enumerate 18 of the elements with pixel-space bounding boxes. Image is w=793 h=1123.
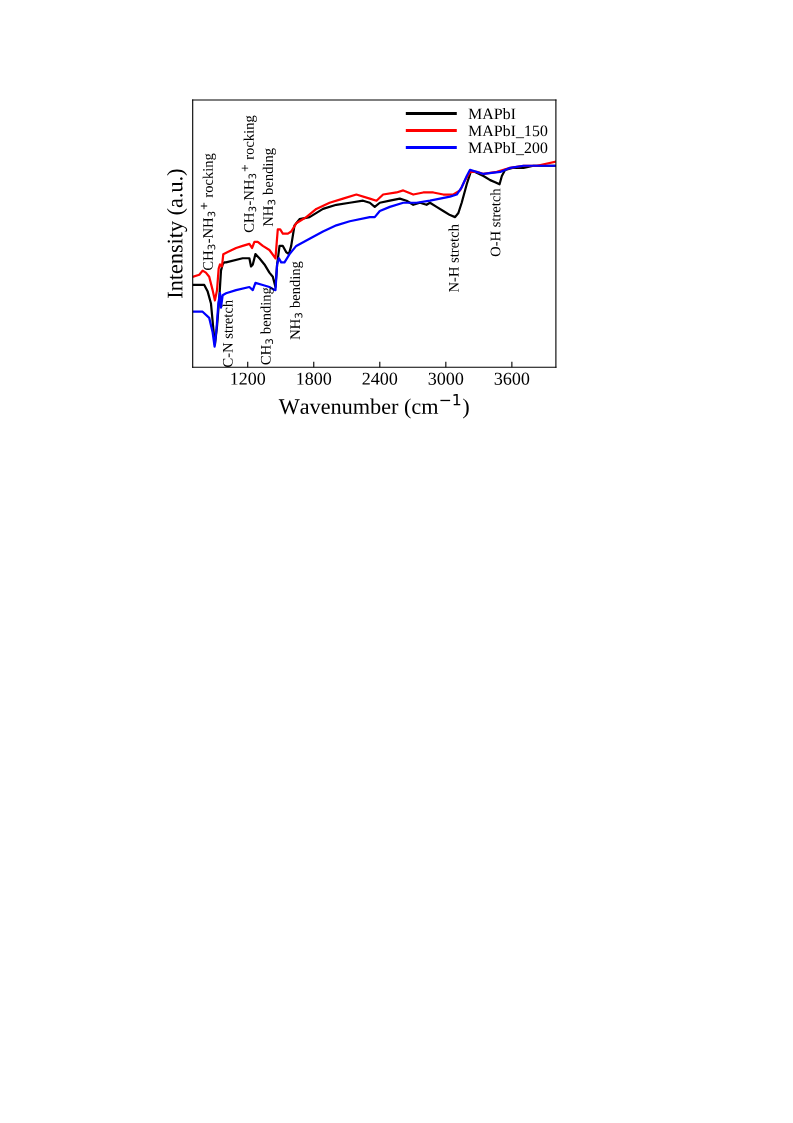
annotation: NH$_{3}$ bending [289,261,304,340]
annotation: O-H stretch [490,188,501,257]
legend-label: MAPbI_200 [468,141,548,156]
annotation: C-N stretch [222,300,233,367]
annotation: CH$_{3}$-NH$_{3}$$^{+}$ rocking [200,153,216,271]
annotation: NH$_{3}$ bending [262,148,276,227]
x-tick-label: 1200 [231,372,266,385]
x-tick-label: 1800 [297,372,332,385]
y-axis-title: Intensity (a.u.) [166,169,188,298]
x-tick-label: 3000 [428,372,464,385]
x-tick-label: 3600 [494,372,530,385]
legend-label: MAPbI_150 [468,125,548,139]
annotation: N-H stretch [448,224,459,293]
legend-label: MAPbI [468,108,516,120]
x-tick-label: 2400 [362,372,398,385]
x-axis-title: Wavenumber (cm$^{−1}$) [278,394,469,419]
annotation: CH$_{3}$-NH$_{3}$$^{+}$ rocking [241,115,257,233]
annotation: CH$_{3}$ bending [260,287,274,365]
